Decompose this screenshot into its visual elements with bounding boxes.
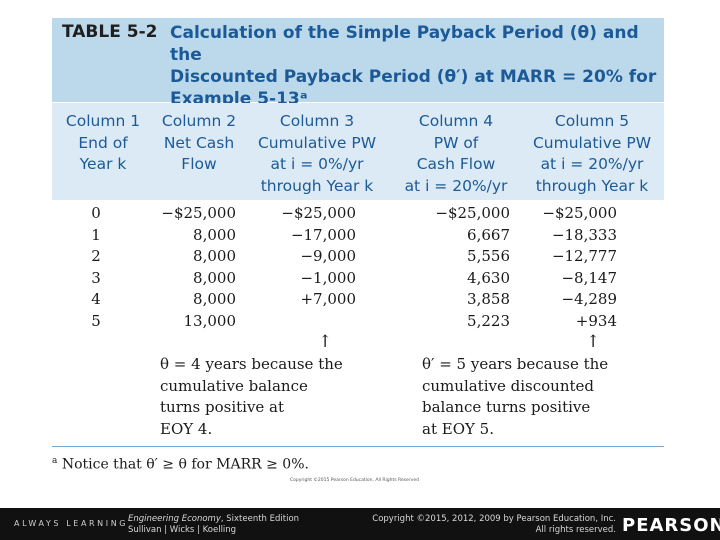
cell-pw-20: 3,858 bbox=[467, 290, 510, 309]
slide-footer: ALWAYS LEARNING Engineering Economy, Six… bbox=[0, 508, 720, 540]
simple-payback-note: θ = 4 years because the cumulative balan… bbox=[160, 355, 343, 438]
up-arrow-icon: ↑ bbox=[586, 332, 601, 352]
table-footnote: a Notice that θ′ ≥ θ for MARR ≥ 0%. bbox=[52, 456, 309, 473]
column-header-3: Column 3 Cumulative PW at i = 0%/yr through… bbox=[257, 112, 377, 195]
table-row: 2 8,000 −9,000 5,556 −12,777 bbox=[0, 247, 720, 269]
cell-net-cash-flow: 8,000 bbox=[193, 268, 236, 287]
cell-pw-20: 5,223 bbox=[467, 312, 510, 330]
always-learning-tagline: ALWAYS LEARNING bbox=[14, 519, 129, 528]
cell-net-cash-flow: 8,000 bbox=[193, 225, 236, 244]
cell-cumulative-pw-20: −4,289 bbox=[561, 290, 617, 309]
discounted-payback-note: θ′ = 5 years because the cumulative disc… bbox=[422, 355, 609, 438]
column-header-1: Column 1 End of Year k bbox=[65, 112, 141, 173]
table-title-bar: TABLE 5-2 Calculation of the Simple Payb… bbox=[52, 18, 664, 109]
cell-cumulative-pw-0: +7,000 bbox=[300, 290, 356, 309]
cell-pw-20: 4,630 bbox=[467, 268, 510, 287]
book-authors: Sullivan | Wicks | Koelling bbox=[128, 525, 237, 535]
table-number: TABLE 5-2 bbox=[62, 22, 158, 42]
cell-pw-20: −$25,000 bbox=[435, 204, 510, 222]
cell-cumulative-pw-0: −$25,000 bbox=[281, 204, 356, 222]
cell-cumulative-pw-20: −18,333 bbox=[551, 225, 617, 244]
cell-net-cash-flow: 8,000 bbox=[193, 247, 236, 266]
cell-pw-20: 5,556 bbox=[467, 247, 510, 266]
book-edition: , Sixteenth Edition bbox=[220, 514, 300, 524]
cell-year: 0 bbox=[91, 204, 101, 222]
cell-net-cash-flow: 8,000 bbox=[193, 290, 236, 309]
column-header-band: Column 1 End of Year k Column 2 Net Cash Flo… bbox=[52, 103, 664, 200]
cell-year: 4 bbox=[91, 290, 101, 309]
book-title: Engineering Economy bbox=[128, 514, 221, 524]
footnote-divider bbox=[52, 446, 664, 447]
cell-year: 3 bbox=[91, 268, 101, 287]
column-header-4: Column 4 PW of Cash Flow at i = 20%/yr bbox=[404, 112, 508, 195]
table-row: 4 8,000 +7,000 3,858 −4,289 bbox=[0, 290, 720, 312]
table-row: 0 −$25,000 −$25,000 −$25,000 −$25,000 bbox=[0, 204, 720, 226]
pearson-logo: PEARSON bbox=[622, 515, 720, 536]
cell-year: 1 bbox=[91, 225, 101, 244]
cell-cumulative-pw-20: −12,777 bbox=[551, 247, 617, 266]
table-row: 3 8,000 −1,000 4,630 −8,147 bbox=[0, 269, 720, 291]
footnote-marker: a bbox=[52, 456, 58, 466]
cell-year: 5 bbox=[91, 312, 101, 330]
caption-line-2: Discounted Payback Period (θ′) at MARR =… bbox=[170, 67, 657, 87]
cell-cumulative-pw-0: −17,000 bbox=[290, 225, 356, 244]
footer-copyright: Copyright ©2015, 2012, 2009 by Pearson E… bbox=[372, 514, 616, 535]
footnote-text: Notice that θ′ ≥ θ for MARR ≥ 0%. bbox=[61, 456, 309, 473]
cell-year: 2 bbox=[91, 247, 101, 266]
book-info: Engineering Economy, Sixteenth Edition S… bbox=[128, 514, 299, 536]
cell-pw-20: 6,667 bbox=[467, 225, 510, 244]
table-row: 1 8,000 −17,000 6,667 −18,333 bbox=[0, 226, 720, 248]
cell-cumulative-pw-0: −1,000 bbox=[300, 268, 356, 287]
cell-cumulative-pw-20: −8,147 bbox=[561, 268, 617, 287]
cell-net-cash-flow: 13,000 bbox=[183, 312, 237, 330]
table-caption: Calculation of the Simple Payback Period… bbox=[170, 22, 660, 110]
cell-net-cash-flow: −$25,000 bbox=[161, 204, 236, 222]
caption-line-1: Calculation of the Simple Payback Period… bbox=[170, 23, 639, 65]
figure-copyright: Copyright ©2015 Pearson Education, All R… bbox=[290, 478, 419, 483]
column-header-2: Column 2 Net Cash Flow bbox=[161, 112, 237, 173]
cell-cumulative-pw-0: −9,000 bbox=[300, 247, 356, 266]
cell-cumulative-pw-20: −$25,000 bbox=[542, 204, 617, 222]
column-header-5: Column 5 Cumulative PW at i = 20%/yr throug… bbox=[532, 112, 652, 195]
table-row: 5 13,000 5,223 +934 bbox=[0, 312, 720, 334]
cell-cumulative-pw-20: +934 bbox=[575, 312, 617, 330]
up-arrow-icon: ↑ bbox=[318, 332, 333, 352]
